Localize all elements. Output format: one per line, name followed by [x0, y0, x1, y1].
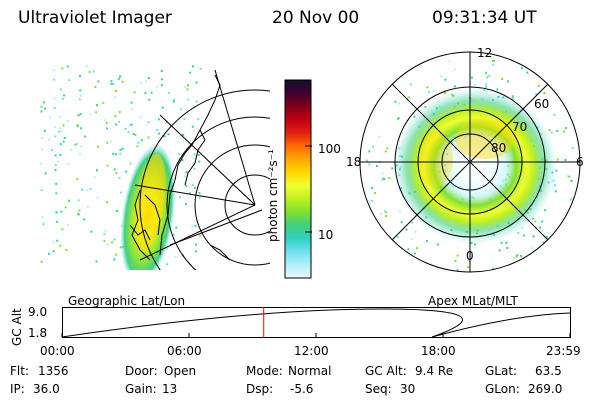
altitude-plot — [61, 307, 571, 338]
info-gain-value: 13 — [162, 382, 178, 396]
lat-label-80: 80 — [491, 141, 507, 155]
xtick-1200: 12:00 — [294, 344, 329, 358]
lat-lon-grid — [134, 69, 270, 270]
info-mode-key: Mode: — [246, 364, 283, 378]
info-ip-value: 36.0 — [33, 382, 60, 396]
info-glat-value: 63.5 — [535, 364, 562, 378]
xtick-2359: 23:59 — [546, 344, 581, 358]
mlt-label-12: 12 — [477, 46, 493, 60]
info-flt-value: 1356 — [38, 364, 69, 378]
colorbar-tick-100: 100 — [318, 142, 341, 156]
info-ip-key: IP: — [10, 382, 25, 396]
lat-label-60: 60 — [534, 97, 550, 111]
geographic-caption: Geographic Lat/Lon — [68, 294, 186, 308]
polar-grid — [359, 51, 581, 273]
info-mode-value: Normal — [288, 364, 332, 378]
coastlines — [129, 74, 231, 261]
altitude-curve — [61, 308, 571, 338]
polar-image — [359, 51, 581, 273]
apex-caption: Apex MLat/MLT — [428, 294, 518, 308]
mlt-label-6: 6 — [576, 155, 584, 169]
instrument-title: Ultraviolet Imager — [18, 8, 172, 28]
altitude-ylabel: GC Alt — [10, 308, 24, 346]
info-glat-key: GLat: — [485, 364, 518, 378]
colorbar-label: photon cm⁻²s⁻¹ — [266, 149, 280, 242]
info-glon-value: 269.0 — [528, 382, 563, 396]
geographic-image — [40, 65, 270, 270]
altitude-ytick-bottom: 1.8 — [28, 326, 48, 340]
colorbar-tick-10: 10 — [318, 228, 334, 242]
colorbar — [284, 79, 312, 279]
xtick-0600: 06:00 — [167, 344, 202, 358]
info-dsp-key: Dsp: — [246, 382, 274, 396]
info-door-key: Door: — [125, 364, 158, 378]
mlt-label-18: 18 — [346, 155, 362, 169]
info-dsp-value: -5.6 — [290, 382, 314, 396]
info-door-value: Open — [164, 364, 197, 378]
lat-label-70: 70 — [512, 120, 528, 134]
info-gain-key: Gain: — [125, 382, 157, 396]
altitude-ytick-top: 9.0 — [28, 305, 48, 319]
time-label: 09:31:34 UT — [432, 8, 537, 28]
polar-auroral-oval — [393, 88, 557, 244]
mlt-label-0: 0 — [466, 249, 474, 263]
xtick-1800: 18:00 — [421, 344, 456, 358]
date-label: 20 Nov 00 — [272, 8, 360, 28]
info-seq-value: 30 — [400, 382, 416, 396]
speckle-field — [40, 65, 202, 266]
info-gcalt-value: 9.4 Re — [415, 364, 454, 378]
info-flt-key: Flt: — [10, 364, 29, 378]
xtick-0000: 00:00 — [40, 344, 75, 358]
info-gcalt-key: GC Alt: — [365, 364, 407, 378]
info-glon-key: GLon: — [485, 382, 520, 396]
info-seq-key: Seq: — [365, 382, 392, 396]
